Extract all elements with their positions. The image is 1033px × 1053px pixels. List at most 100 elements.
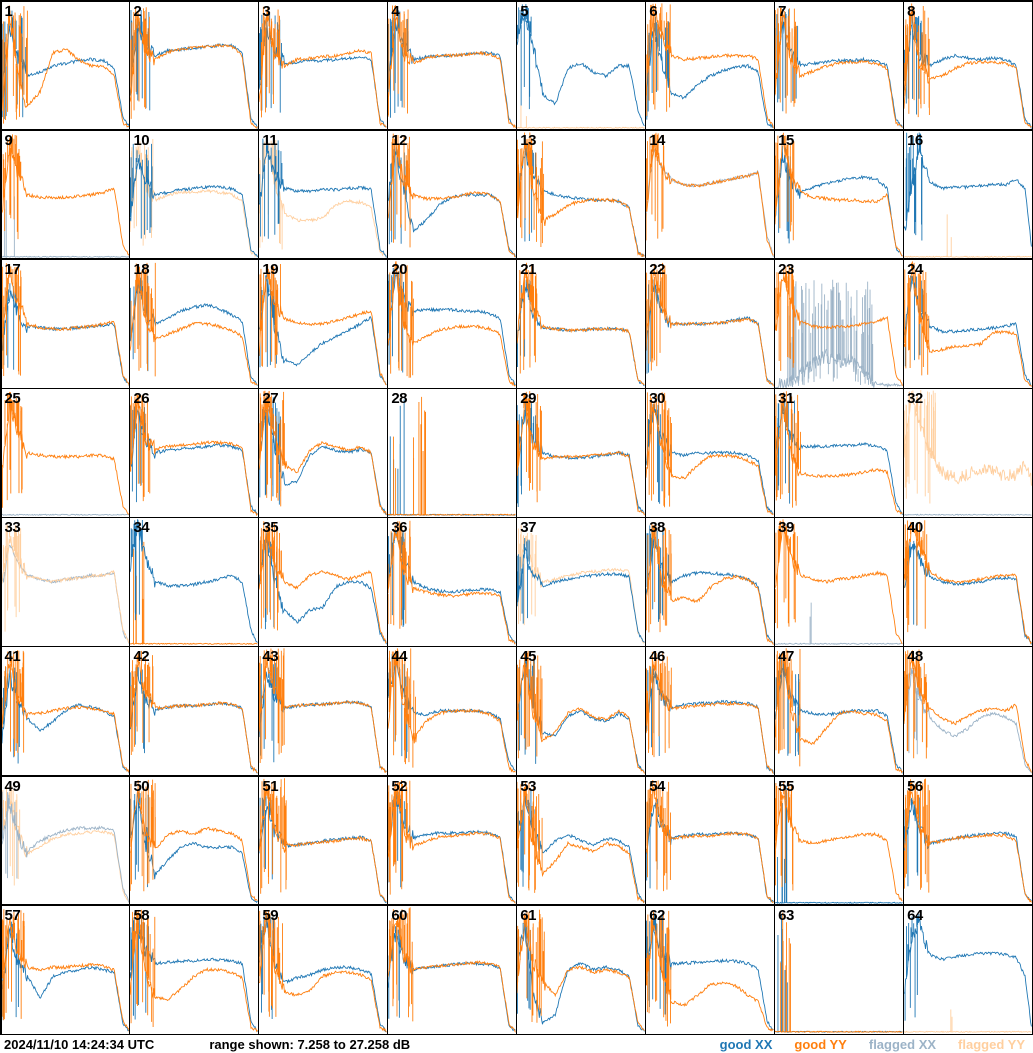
panel-number: 58 <box>133 906 150 924</box>
spectrum-panel-15: 15 <box>775 130 903 259</box>
spectrum-plot <box>1 263 129 387</box>
spectrum-plot <box>130 262 258 386</box>
trace-gyy <box>517 262 645 386</box>
trace-gyy <box>646 652 774 775</box>
spectrum-panel-5: 5 <box>517 1 645 130</box>
spectrum-panel-56: 56 <box>904 776 1032 905</box>
panel-number: 48 <box>907 648 923 666</box>
trace-gyy <box>904 3 1032 128</box>
spectrum-panel-29: 29 <box>517 389 645 517</box>
panel-number: 7 <box>778 2 786 20</box>
trace-gyy <box>517 132 645 257</box>
panel-number: 20 <box>391 260 407 278</box>
spectrum-panel-25: 25 <box>1 389 129 517</box>
trace-gxx <box>130 143 258 257</box>
trace-gyy <box>646 262 774 387</box>
trace-gyy <box>1 909 129 1033</box>
trace-gyy <box>1 263 129 387</box>
trace-gyy <box>775 648 903 774</box>
spectrum-plot <box>646 522 774 646</box>
trace-fxx <box>1 513 129 516</box>
trace-gyy <box>259 648 387 774</box>
spectrum-plot <box>1 524 129 644</box>
trace-gyy <box>517 651 645 775</box>
spectrum-plot <box>517 132 645 257</box>
trace-gyy <box>517 909 645 1031</box>
panel-number: 18 <box>133 260 150 278</box>
spectrum-plot <box>904 3 1032 129</box>
trace-gyy <box>388 520 516 645</box>
range-label: range shown: 7.258 to 27.258 dB <box>209 1036 411 1052</box>
spectrum-panel-33: 33 <box>1 518 129 646</box>
spectrum-panel-1: 1 <box>1 1 129 130</box>
trace-fxx <box>904 667 1032 774</box>
trace-fxx <box>775 602 903 646</box>
spectrum-panel-55: 55 <box>775 776 903 905</box>
panel-number: 32 <box>907 390 923 408</box>
panel-number: 30 <box>649 390 665 408</box>
spectrum-plot <box>517 781 645 904</box>
trace-gxx <box>388 529 516 645</box>
legend-flagged-xx: flagged XX <box>868 1036 937 1052</box>
legend-good-xx: good XX <box>719 1036 773 1052</box>
panel-number: 43 <box>262 648 279 666</box>
panel-number: 47 <box>778 648 794 666</box>
spectrum-panel-44: 44 <box>388 647 516 776</box>
panel-number: 28 <box>391 390 407 408</box>
trace-gxx <box>904 913 1032 1027</box>
trace-gxx <box>775 913 903 1033</box>
trace-gxx <box>130 519 258 644</box>
spectrum-plot <box>904 390 1032 517</box>
spectrum-panel-21: 21 <box>517 259 645 388</box>
spectrum-panel-63: 63 <box>775 905 903 1034</box>
panel-number: 54 <box>649 777 665 795</box>
trace-gxx <box>517 657 645 774</box>
spectrum-panel-53: 53 <box>517 776 645 905</box>
trace-gxx <box>130 406 258 515</box>
trace-gxx <box>388 399 516 516</box>
trace-gyy <box>259 777 387 902</box>
spectrum-plot <box>130 519 258 646</box>
panel-number: 16 <box>907 131 923 149</box>
spectrum-plot <box>259 390 387 516</box>
trace-gxx <box>904 132 1032 247</box>
spectrum-plot <box>130 137 258 258</box>
spectrum-plot <box>646 2 774 128</box>
panel-number: 34 <box>133 519 150 537</box>
trace-gyy <box>388 396 516 517</box>
panel-number: 2 <box>133 2 142 20</box>
spectrum-plot <box>646 910 774 1032</box>
panel-number: 56 <box>907 777 923 795</box>
spectrum-panel-20: 20 <box>388 259 516 388</box>
spectrum-plot <box>775 132 903 257</box>
spectrum-plot <box>646 652 774 775</box>
spectrum-panel-8: 8 <box>904 1 1032 130</box>
trace-gyy <box>1 134 129 257</box>
trace-gyy <box>130 394 258 517</box>
trace-gyy <box>130 651 258 774</box>
trace-gyy <box>259 390 387 516</box>
panel-number: 42 <box>133 648 150 666</box>
spectrum-panel-59: 59 <box>259 905 387 1034</box>
trace-gyy <box>1 650 129 774</box>
spectrum-panel-47: 47 <box>775 647 903 776</box>
panel-number: 60 <box>391 906 407 924</box>
spectrum-plot <box>517 391 645 516</box>
spectrum-panel-54: 54 <box>646 776 774 905</box>
trace-gxx <box>646 913 774 1031</box>
trace-gyy <box>646 392 774 516</box>
panel-number: 55 <box>778 777 794 795</box>
panel-number: 61 <box>520 906 536 924</box>
spectrum-panel-57: 57 <box>1 905 129 1034</box>
spectrum-plot <box>517 525 645 644</box>
spectrum-panel-30: 30 <box>646 389 774 517</box>
trace-gyy <box>646 522 774 646</box>
panel-number: 51 <box>262 777 279 795</box>
spectrum-plot <box>259 521 387 645</box>
panel-number: 5 <box>520 2 529 20</box>
spectrum-plot <box>1 134 129 258</box>
spectrum-panel-64: 64 <box>904 905 1032 1034</box>
spectrum-panel-19: 19 <box>259 259 387 388</box>
spectrum-panel-6: 6 <box>646 1 774 130</box>
